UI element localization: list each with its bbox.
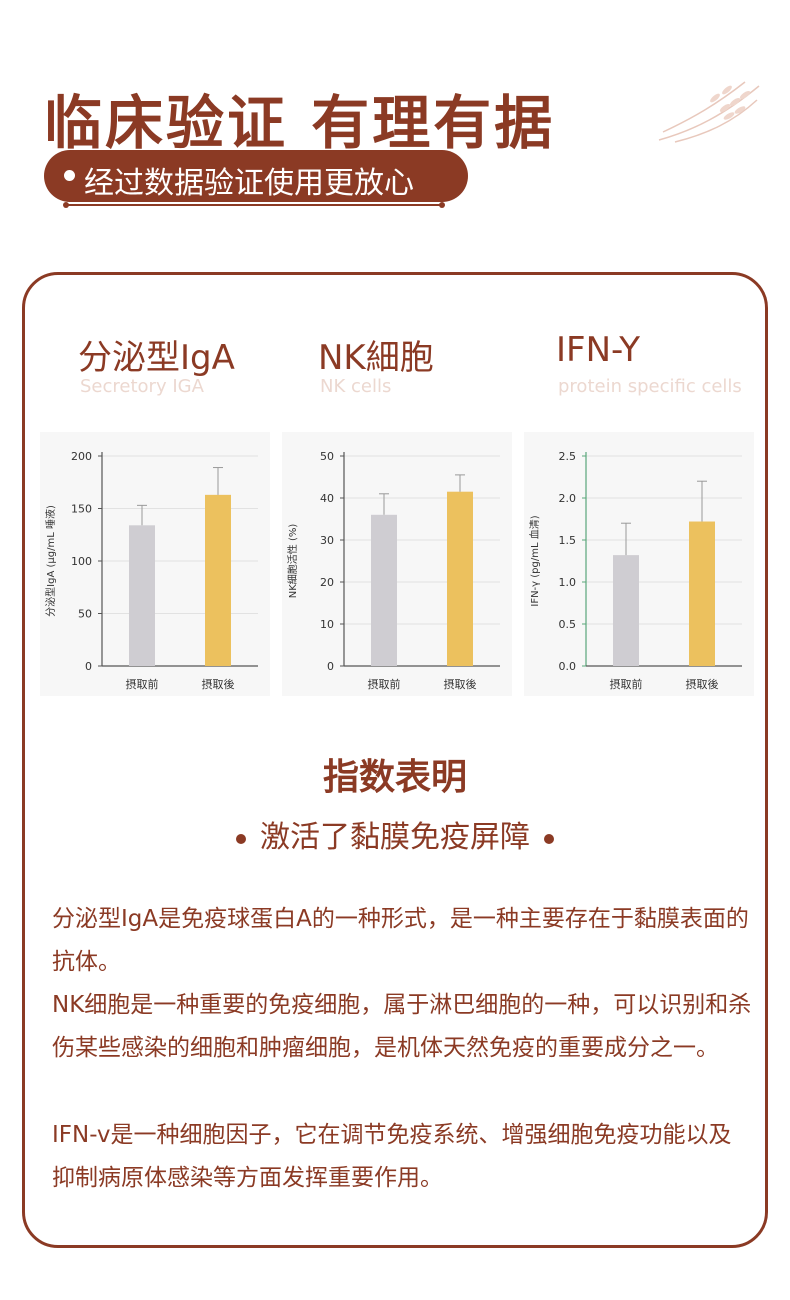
panel-title-ifn: IFN-Y [556,330,641,370]
y-tick-label: 2.5 [559,450,577,463]
bar [689,521,715,666]
y-tick-label: 50 [78,608,92,621]
tagline-underline [63,202,445,208]
bar [447,491,473,666]
y-tick-label: 20 [320,576,334,589]
summary-subtitle-text: 激活了黏膜免疫屏障 [260,820,530,855]
x-tick-label: 摂取後 [202,677,235,691]
chart-ifn-svg: IFN-γ (pg/mL 血清) 0.0 0.5 1.0 1.5 2.0 2.5 摂取前 摂取後 [528,450,742,691]
summary-title: 指数表明 [322,757,467,798]
panel-title-iga: 分泌型IgA [78,338,235,378]
y-tick-label: 0.5 [559,618,577,631]
x-tick-label: 摂取後 [686,677,719,691]
y-tick-label: 50 [320,450,334,463]
y-tick-label: 1.0 [559,576,577,589]
y-tick-label: 0 [85,660,92,673]
bullet-icon [64,170,75,181]
y-tick-label: 30 [320,534,334,547]
panel-subtitle-ifn: protein specific cells [558,376,742,397]
y-tick-label: 40 [320,492,334,505]
panel-title-nk: NK細胞 [318,338,434,378]
wheat-icon [658,81,760,143]
y-tick-label: 100 [71,555,92,568]
bullet-icon [236,833,246,844]
panel-subtitle-nk: NK cells [320,376,392,397]
y-axis-label: IFN-γ (pg/mL 血清) [528,515,541,606]
y-axis-label: NK細胞活性 (%) [286,524,299,599]
y-axis-label: 分泌型IgA (μg/mL 唾液) [44,505,57,617]
tagline-badge: 经过数据验证使用更放心 [44,150,468,202]
chart-nk-svg: NK細胞活性 (%) 0 10 20 30 40 50 摂取前 摂取後 [286,450,500,691]
chart-ifn: IFN-γ (pg/mL 血清) 0.0 0.5 1.0 1.5 2.0 2.5 摂取前 摂取後 [524,432,754,696]
tagline-text: 经过数据验证使用更放心 [84,166,414,201]
panel-subtitle-iga: Secretory IGA [80,376,204,397]
bar [129,525,155,666]
y-tick-label: 0.0 [559,660,577,673]
bar [613,555,639,666]
x-tick-label: 摂取前 [126,677,159,691]
bullet-icon [544,833,554,844]
x-tick-label: 摂取前 [610,677,643,691]
bar [371,514,397,666]
bar [205,494,231,666]
page-title: 临床验证 有理有据 [44,89,556,157]
paragraph-ifn: IFN-v是一种细胞因子，它在调节免疫系统、增强细胞免疫功能以及抑制病原体感染等… [52,1122,732,1191]
y-tick-label: 10 [320,618,334,631]
y-tick-label: 200 [71,450,92,463]
chart-iga: 分泌型IgA (μg/mL 唾液) 0 50 100 150 200 摂取前 摂取後 [40,432,270,696]
y-tick-label: 150 [71,503,92,516]
chart-iga-svg: 分泌型IgA (μg/mL 唾液) 0 50 100 150 200 摂取前 摂取後 [44,450,258,691]
chart-nk: NK細胞活性 (%) 0 10 20 30 40 50 摂取前 摂取後 [282,432,512,696]
paragraph-iga: 分泌型IgA是免疫球蛋白A的一种形式，是一种主要存在于黏膜表面的抗体。 [52,906,749,975]
y-tick-label: 1.5 [559,534,577,547]
y-tick-label: 0 [327,660,334,673]
summary-subtitle: 激活了黏膜免疫屏障 [0,812,790,856]
y-tick-label: 2.0 [559,492,577,505]
x-tick-label: 摂取前 [368,677,401,691]
paragraph-nk: NK细胞是一种重要的免疫细胞，属于淋巴细胞的一种，可以识别和杀伤某些感染的细胞和… [52,992,752,1061]
x-tick-label: 摂取後 [444,677,477,691]
